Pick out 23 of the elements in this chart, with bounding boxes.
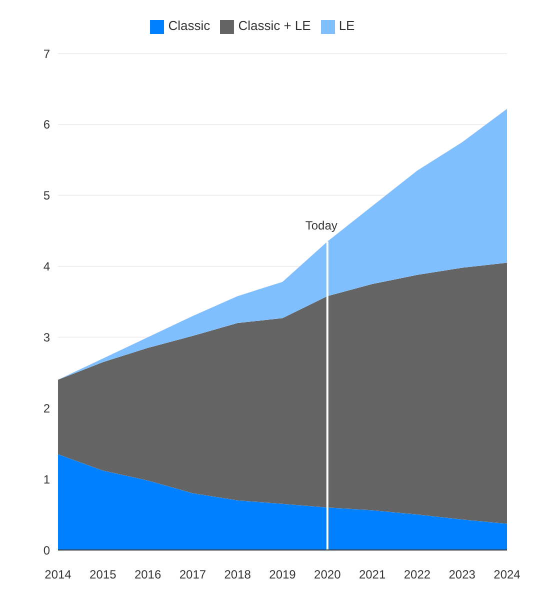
y-tick-label: 0 xyxy=(43,543,50,558)
x-tick-label: 2019 xyxy=(269,568,296,582)
x-tick-label: 2018 xyxy=(224,568,252,582)
y-tick-label: 4 xyxy=(43,260,50,274)
y-tick-label: 7 xyxy=(43,46,50,61)
y-tick-label: 5 xyxy=(43,188,50,203)
y-tick-label: 3 xyxy=(43,330,50,344)
ref-line-label: Today xyxy=(305,218,338,232)
y-tick-label: 2 xyxy=(43,401,50,416)
x-tick-label: 2022 xyxy=(404,568,431,582)
x-tick-label: 2024 xyxy=(494,568,521,582)
x-tick-label: 2017 xyxy=(179,568,206,582)
y-tick-label: 6 xyxy=(43,118,50,132)
legend-label: Classic + LE xyxy=(238,18,311,33)
legend-label: Classic xyxy=(168,18,210,33)
x-tick-label: 2015 xyxy=(90,568,117,582)
x-tick-label: 2023 xyxy=(448,568,476,582)
x-tick-label: 2014 xyxy=(44,568,72,582)
y-tick-label: 1 xyxy=(43,472,50,486)
x-tick-label: 2016 xyxy=(134,568,162,582)
legend-label: LE xyxy=(338,18,355,33)
x-tick-label: 2021 xyxy=(358,568,386,582)
x-tick-label: 2020 xyxy=(314,568,342,582)
